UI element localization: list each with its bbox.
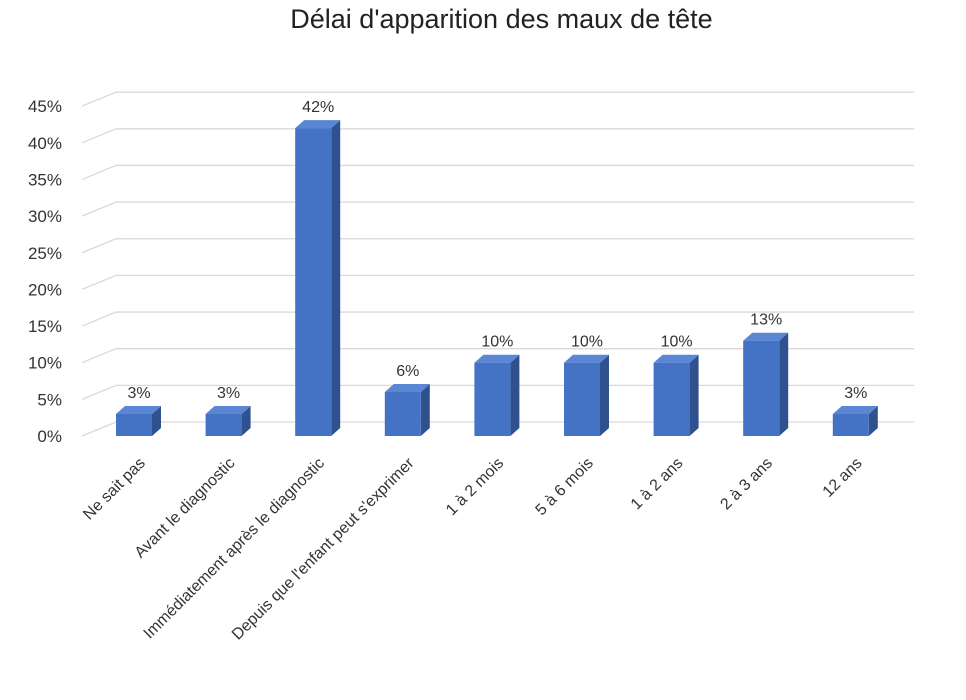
bar-front bbox=[743, 340, 780, 436]
data-label: 10% bbox=[481, 334, 513, 351]
bar-side bbox=[779, 332, 789, 436]
y-tick-label: 15% bbox=[28, 317, 62, 336]
chart-title: Délai d'apparition des maux de tête bbox=[290, 4, 713, 34]
x-category-label: Avant le diagnostic bbox=[132, 455, 239, 562]
gridline bbox=[81, 201, 914, 217]
bar-top bbox=[295, 120, 341, 129]
bar-top bbox=[564, 354, 609, 363]
bar-top bbox=[653, 354, 699, 363]
bar bbox=[384, 384, 430, 436]
bar bbox=[205, 406, 251, 436]
y-tick-label: 10% bbox=[28, 354, 62, 373]
gridline bbox=[81, 311, 914, 327]
x-category-label: Ne sait pas bbox=[80, 455, 149, 524]
bar bbox=[474, 354, 520, 436]
data-labels: 3% 3% 42% 6% 10% 10% 10% 13% 3% bbox=[127, 99, 867, 402]
bar-front bbox=[653, 362, 690, 436]
bar-side bbox=[331, 120, 341, 436]
y-tick-label: 5% bbox=[37, 390, 62, 409]
bar-top bbox=[116, 406, 161, 415]
x-category-label: Immédiatement après le diagnostic bbox=[141, 455, 328, 642]
y-tick-label: 25% bbox=[28, 244, 62, 263]
bar-front bbox=[116, 414, 152, 436]
bar-side bbox=[152, 406, 161, 436]
y-tick-label: 30% bbox=[28, 207, 62, 226]
data-label: 13% bbox=[750, 312, 782, 329]
gridline bbox=[81, 238, 914, 254]
bar-front bbox=[384, 392, 421, 436]
bar-side bbox=[868, 406, 878, 436]
bar bbox=[564, 354, 609, 436]
y-tick-label: 0% bbox=[37, 427, 62, 446]
gridline bbox=[81, 348, 914, 364]
y-tick-label: 40% bbox=[28, 134, 62, 153]
gridline bbox=[81, 384, 914, 400]
bar-top bbox=[205, 406, 251, 415]
gridlines bbox=[81, 91, 914, 437]
bar-front bbox=[205, 414, 242, 436]
bar-top bbox=[743, 332, 789, 341]
gridline bbox=[81, 91, 914, 107]
bar bbox=[653, 354, 699, 436]
data-label: 42% bbox=[302, 99, 334, 116]
bar-top bbox=[384, 384, 430, 393]
bar-side bbox=[689, 354, 699, 436]
bar-top bbox=[832, 406, 878, 415]
x-category-label: 2 à 3 ans bbox=[717, 455, 776, 514]
gridline bbox=[81, 274, 914, 291]
bar-side bbox=[510, 354, 520, 436]
y-axis-tick-labels: 0% 5% 10% 15% 20% 25% 30% 35% 40% 45% bbox=[28, 97, 62, 446]
data-label: 3% bbox=[844, 385, 867, 402]
gridline bbox=[81, 164, 914, 181]
data-label: 3% bbox=[217, 385, 240, 402]
bars bbox=[116, 120, 878, 436]
x-category-label: 1 à 2 mois bbox=[443, 455, 507, 519]
bar-front bbox=[295, 128, 332, 436]
bar bbox=[832, 406, 878, 436]
y-tick-label: 20% bbox=[28, 280, 62, 299]
data-label: 10% bbox=[571, 334, 603, 351]
data-label: 3% bbox=[127, 385, 150, 402]
bar bbox=[295, 120, 341, 436]
bar-top bbox=[474, 354, 520, 363]
y-tick-label: 35% bbox=[28, 170, 62, 189]
bar bbox=[743, 332, 789, 436]
data-label: 10% bbox=[661, 334, 693, 351]
bar bbox=[116, 406, 161, 436]
x-category-label: 12 ans bbox=[820, 455, 866, 501]
bar-front bbox=[832, 414, 869, 436]
x-category-label: Depuis que l'enfant peut s'exprimer bbox=[229, 454, 418, 643]
bar-front bbox=[564, 362, 600, 436]
x-category-label: 1 à 2 ans bbox=[628, 455, 687, 514]
bar-front bbox=[474, 362, 511, 436]
y-tick-label: 45% bbox=[28, 97, 62, 116]
bar-side bbox=[420, 384, 430, 436]
bar-side bbox=[600, 354, 609, 436]
bar-side bbox=[241, 406, 251, 436]
data-label: 6% bbox=[396, 363, 419, 380]
x-category-label: 5 à 6 mois bbox=[533, 455, 597, 519]
gridline bbox=[81, 128, 914, 144]
